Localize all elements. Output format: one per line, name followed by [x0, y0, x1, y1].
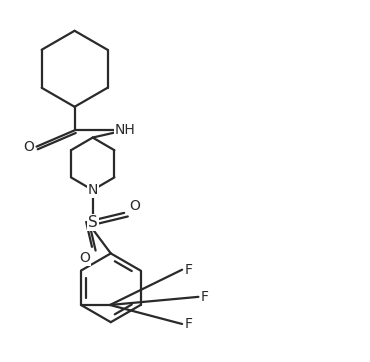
Text: F: F — [201, 290, 209, 304]
Text: F: F — [185, 317, 193, 331]
Text: O: O — [79, 251, 90, 265]
Text: O: O — [130, 199, 141, 213]
Text: NH: NH — [115, 123, 136, 137]
Text: S: S — [88, 215, 98, 230]
Text: F: F — [185, 263, 193, 277]
Text: N: N — [87, 183, 98, 197]
Text: O: O — [23, 140, 34, 153]
